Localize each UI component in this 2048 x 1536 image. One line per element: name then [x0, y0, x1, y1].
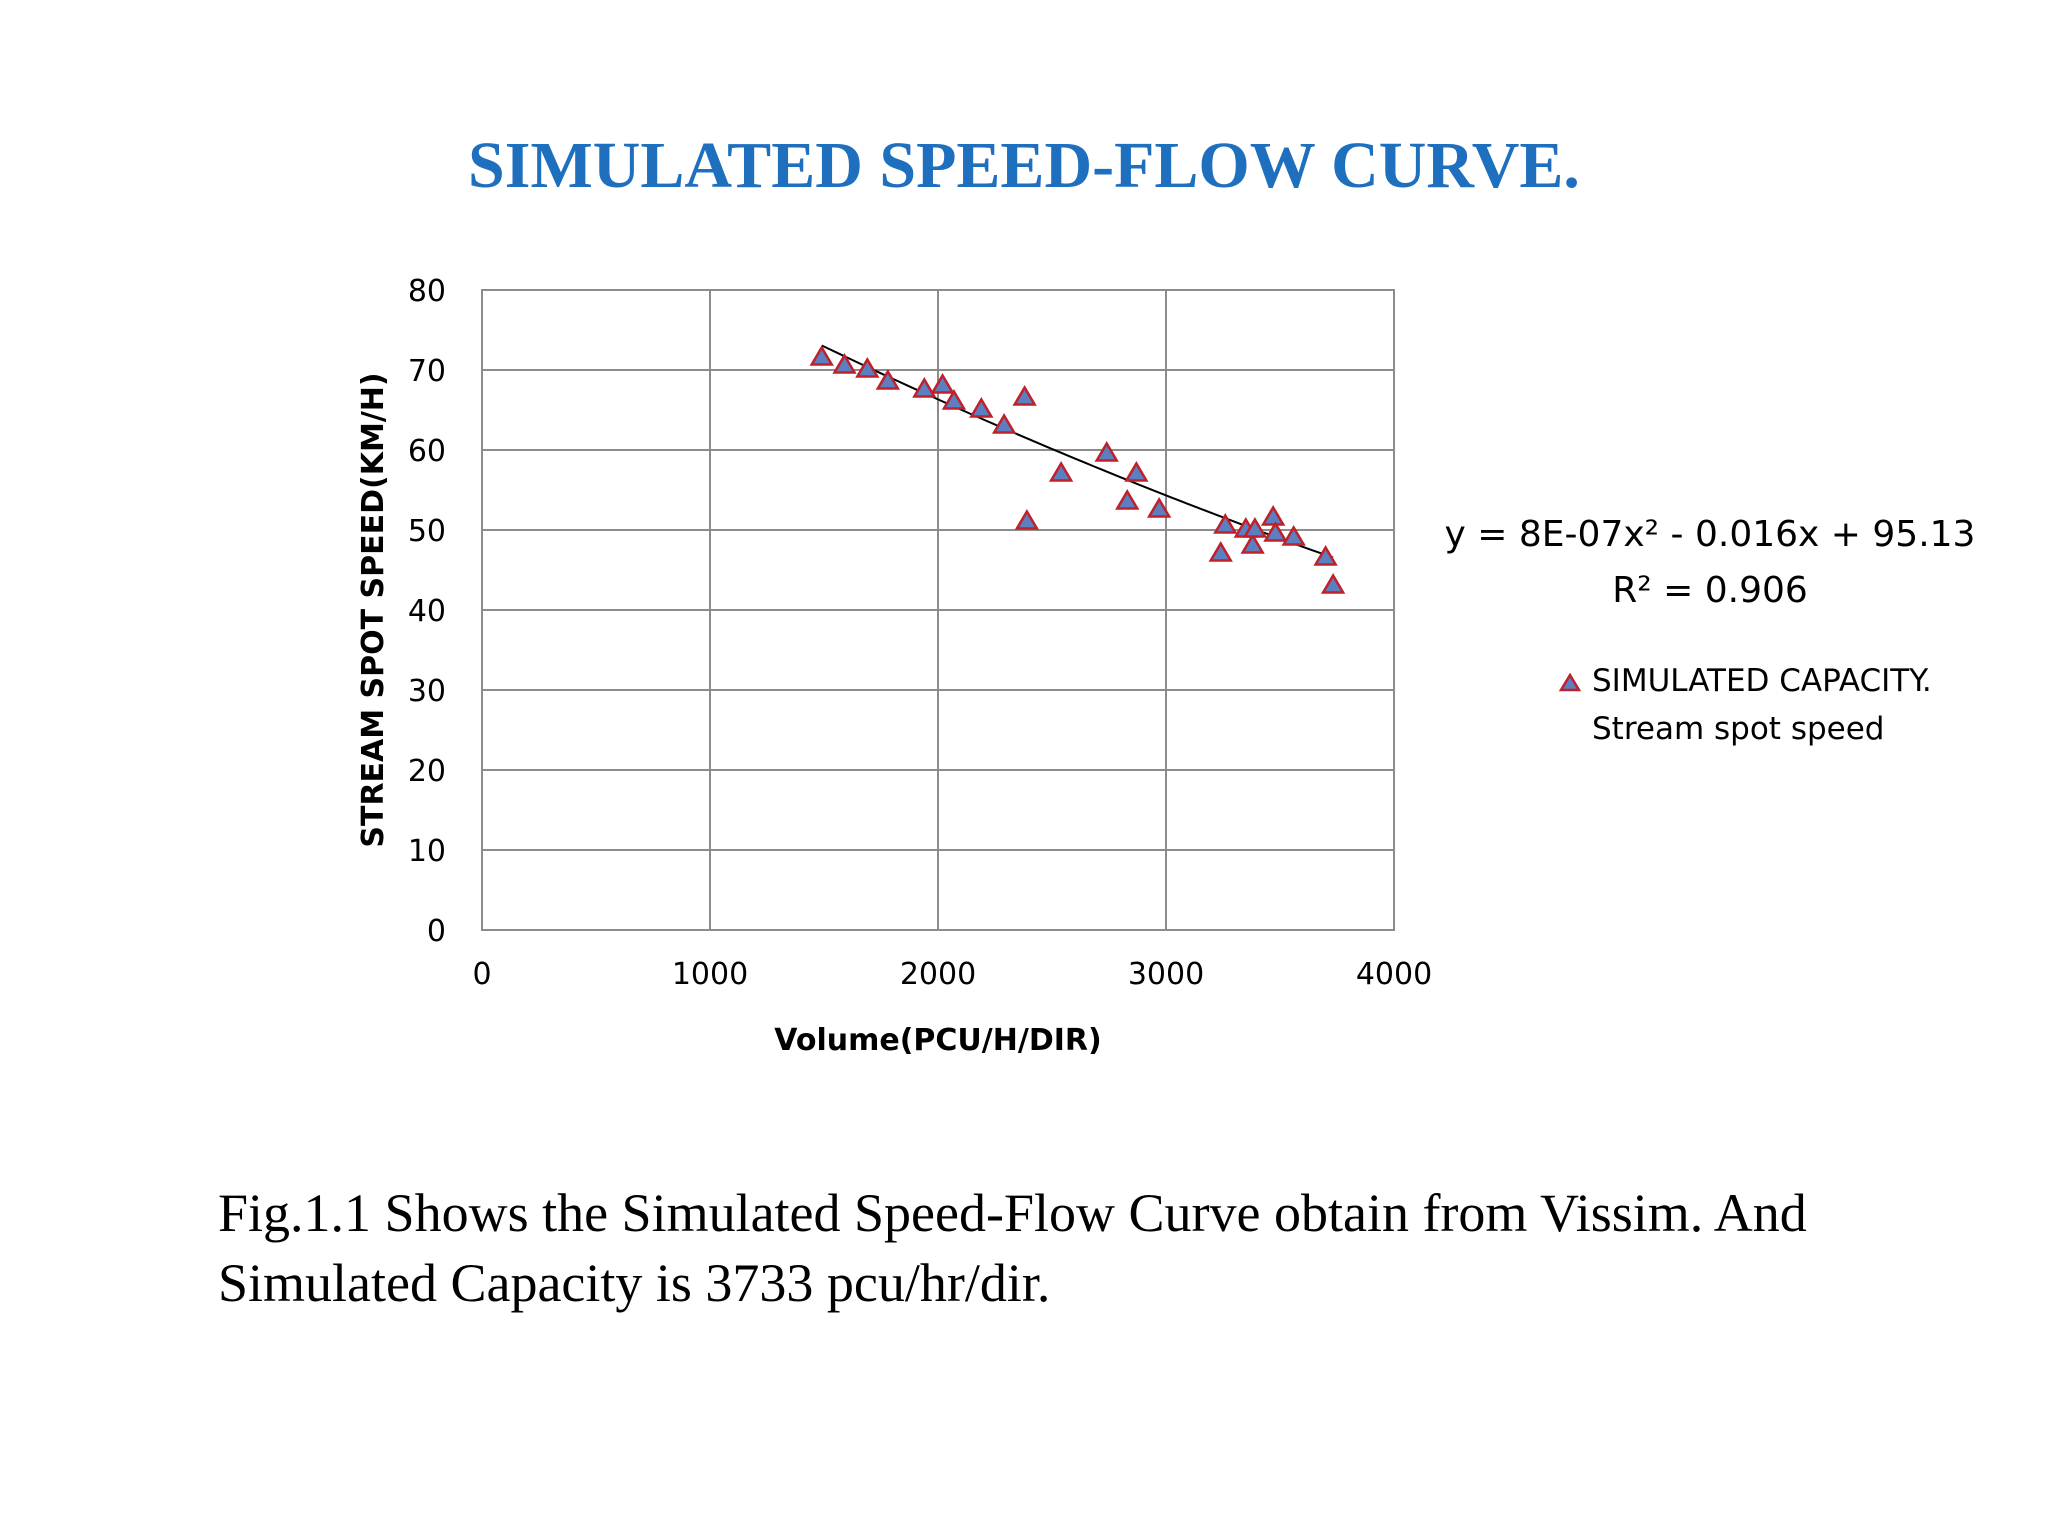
speed-flow-chart: 0 10 20 30 40 50 60 70 80 0 1000 2000 3000 4000 Volu…	[356, 274, 1976, 1058]
trendline-r-squared: R² = 0.906	[1612, 570, 1808, 611]
data-point	[1242, 516, 1268, 538]
legend: SIMULATED CAPACITY. Stream spot speed	[1558, 663, 1932, 747]
data-point	[1094, 440, 1119, 462]
trendline-equation: y = 8E-07x² - 0.016x + 95.13	[1445, 514, 1976, 555]
data-point	[941, 388, 967, 410]
y-tick-label: 70	[408, 354, 446, 389]
data-point	[1313, 544, 1338, 566]
legend-marker-triangle	[1558, 672, 1582, 692]
x-tick-label: 4000	[1356, 957, 1432, 992]
data-point	[855, 356, 880, 378]
y-tick-label: 40	[408, 594, 446, 629]
y-tick-label: 10	[408, 834, 446, 869]
data-point	[1014, 508, 1040, 530]
y-tick-label: 30	[408, 674, 446, 709]
data-point	[969, 396, 994, 418]
y-axis-ticks: 0 10 20 30 40 50 60 70 80	[408, 274, 446, 949]
data-point	[912, 376, 937, 398]
x-axis-title: Volume(PCU/H/DIR)	[774, 1023, 1101, 1058]
data-point	[1213, 512, 1238, 534]
data-point	[1260, 504, 1286, 526]
data-point	[1146, 496, 1172, 518]
data-points	[809, 344, 1346, 594]
data-point	[930, 372, 955, 394]
data-point	[809, 344, 834, 366]
data-point	[1012, 384, 1037, 406]
x-axis-ticks: 0 1000 2000 3000 4000	[472, 957, 1432, 992]
x-tick-label: 1000	[672, 957, 748, 992]
plot-area-border	[481, 289, 1395, 931]
data-point	[1263, 520, 1288, 542]
data-point	[1124, 460, 1149, 482]
data-point	[1240, 532, 1265, 554]
slide-title: SIMULATED SPEED-FLOW CURVE.	[468, 129, 1580, 202]
y-axis-title: STREAM SPOT SPEED(KM/H)	[356, 372, 391, 847]
data-point	[875, 368, 901, 390]
y-tick-label: 0	[427, 914, 446, 949]
x-tick-label: 2000	[900, 957, 976, 992]
data-point	[1048, 460, 1074, 482]
data-point	[1281, 524, 1306, 546]
x-tick-label: 3000	[1128, 957, 1204, 992]
data-point	[1320, 572, 1346, 594]
x-tick-label: 0	[472, 957, 491, 992]
legend-label-line-1: SIMULATED CAPACITY.	[1592, 663, 1932, 699]
y-tick-label: 60	[408, 434, 446, 469]
data-point	[832, 352, 857, 374]
data-point	[991, 412, 1017, 434]
legend-label-line-2: Stream spot speed	[1592, 711, 1884, 747]
figure-caption: Fig.1.1 Shows the Simulated Speed-Flow C…	[218, 1183, 1807, 1313]
data-point	[1115, 488, 1140, 510]
y-tick-label: 50	[408, 514, 446, 549]
y-tick-label: 80	[408, 274, 446, 309]
y-tick-label: 20	[408, 754, 446, 789]
data-point	[1208, 540, 1233, 562]
